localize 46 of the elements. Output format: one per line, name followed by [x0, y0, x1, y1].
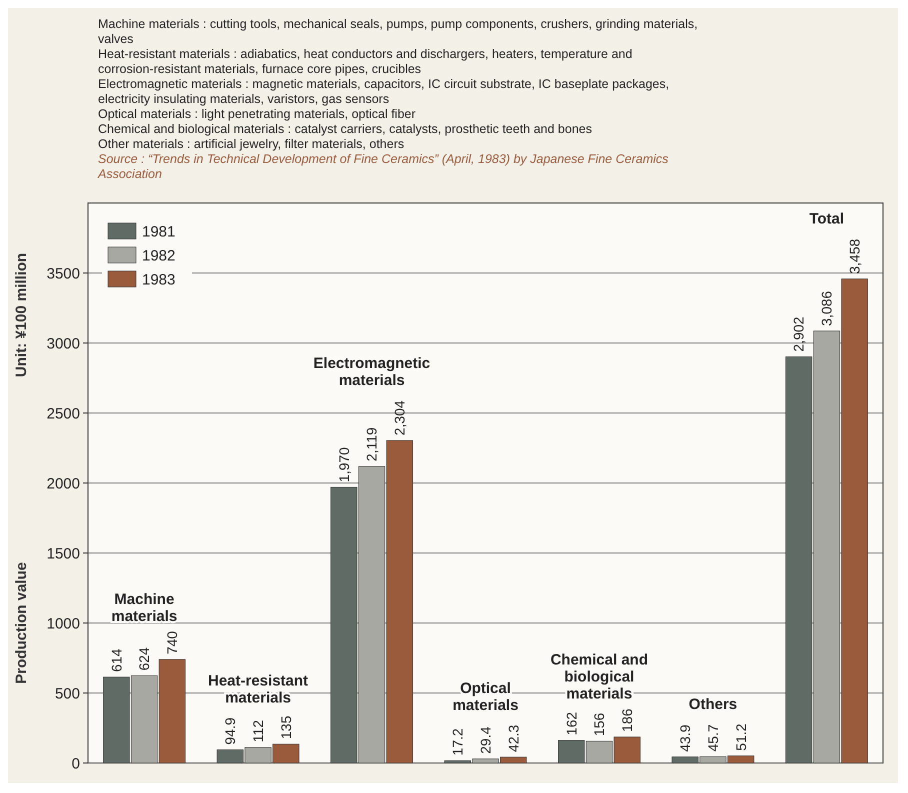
data-label: 1,970 — [336, 446, 352, 482]
data-label: 2,304 — [392, 400, 408, 436]
data-label: 2,119 — [364, 427, 380, 462]
data-label: 51.2 — [732, 723, 749, 751]
data-label: 186 — [619, 708, 636, 732]
y-tick-label: 1500 — [46, 545, 80, 562]
x-tick-label: Total — [809, 210, 844, 228]
text: Optical materials : light penetrating materials, optical fiber — [98, 107, 416, 121]
data-label: 614 — [108, 648, 124, 672]
y-tick-label: 1000 — [46, 615, 80, 632]
x-tick-label: Electromagnetic materials — [313, 354, 430, 389]
source-note: Source : “Trends in Technical Development of Fine Ceramics” (April, 1983) by Japanese Fine Ceramics Association — [97, 152, 668, 181]
text: Electromagnetic materials : magnetic materials, capacitors, IC circuit substrate, IC baseplate packages, electricity insulating materials, varistors, gas sensors — [98, 77, 670, 106]
data-label: 740 — [164, 630, 180, 654]
data-label: 42.3 — [505, 724, 522, 752]
x-tick-label: Machine materials — [111, 590, 178, 625]
data-label: 112 — [250, 720, 266, 742]
data-label: 135 — [278, 716, 294, 740]
data-label: 3,086 — [818, 290, 835, 326]
data-label: 43.9 — [676, 724, 693, 752]
y-tick-label: 3500 — [46, 265, 80, 282]
legend-label: 1983 — [142, 271, 176, 288]
y-tick-label: 2500 — [46, 405, 80, 422]
text: Other materials : artificial jewelry, filter materials, others — [98, 137, 404, 151]
data-label: 94.9 — [222, 717, 238, 745]
y-tick-label: 500 — [54, 685, 80, 702]
legend-label: 1981 — [142, 223, 176, 240]
data-label: 29.4 — [477, 726, 494, 754]
y-tick-label: 2000 — [46, 475, 80, 492]
x-tick-label: Others — [688, 696, 738, 713]
legend-label: 1982 — [142, 247, 176, 264]
data-label: 162 — [563, 712, 580, 736]
y-tick-label: 3000 — [46, 335, 80, 352]
y-axis-title: Production value — [13, 562, 30, 684]
data-label: 17.2 — [450, 728, 466, 756]
text: Machine materials : cutting tools, mechanical seals, pumps, pump components, crushers, grinding materials, valves — [98, 17, 698, 46]
data-label: 156 — [591, 712, 608, 736]
data-label: 2,902 — [790, 316, 807, 352]
data-label: 624 — [136, 647, 152, 671]
y-tick-label: 0 — [72, 755, 80, 772]
text: Heat-resistant materials : adiabatics, heat conductors and dischargers, heaters, temperature and corrosion-resistant materials, furnace core pipes, crucibles — [98, 47, 632, 76]
text: Unit: ¥100 million — [13, 252, 30, 378]
text: Chemical and biological materials : catalyst carriers, catalysts, prosthetic teeth and bones — [98, 122, 592, 136]
data-label: 3,458 — [846, 238, 862, 274]
x-tick-label: Heat-resistant materials — [208, 672, 308, 707]
data-label: 45.7 — [704, 724, 721, 752]
